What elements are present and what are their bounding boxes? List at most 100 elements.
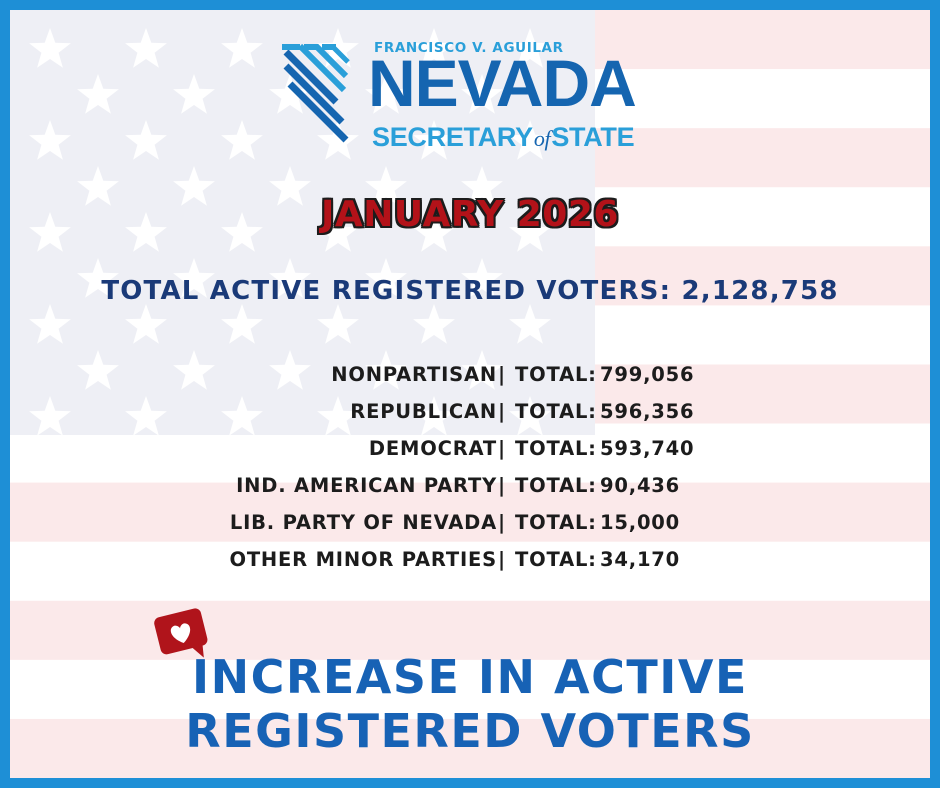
logo-office-secretary: SECRETARY: [372, 122, 533, 152]
flag-star: [413, 120, 455, 160]
flag-star: [269, 350, 311, 390]
flag-star: [77, 258, 119, 298]
party-name: LIB. PARTY OF NEVADA: [229, 511, 497, 534]
party-total-value: 34,170: [600, 548, 681, 571]
party-separator: |: [498, 474, 506, 497]
headline: INCREASE IN ACTIVE REGISTERED VOTERS: [10, 650, 930, 758]
flag-star: [221, 212, 263, 252]
headline-line-2: REGISTERED VOTERS: [185, 704, 755, 758]
party-total-label: TOTAL:: [515, 363, 597, 386]
nevada-state-shape-icon: [282, 44, 350, 143]
flag-star: [461, 166, 503, 206]
party-total-label: TOTAL:: [515, 400, 597, 423]
party-name: IND. AMERICAN PARTY: [236, 474, 497, 497]
flag-star: [509, 212, 551, 252]
party-row-libertarian: LIB. PARTY OF NEVADA | TOTAL: 15,000: [160, 507, 800, 544]
party-total-label: TOTAL:: [515, 548, 597, 571]
flag-star: [125, 304, 167, 344]
flag-star: [413, 212, 455, 252]
flag-star: [365, 166, 407, 206]
flag-star: [509, 396, 551, 436]
flag-star: [125, 212, 167, 252]
flag-star: [509, 120, 551, 160]
party-separator: |: [498, 437, 506, 460]
flag-star: [125, 120, 167, 160]
flag-star: [317, 120, 359, 160]
flag-star: [317, 396, 359, 436]
flag-stripe: [10, 482, 930, 542]
party-name: DEMOCRAT: [368, 437, 497, 460]
logo-official-name: FRANCISCO V. AGUILAR: [374, 40, 564, 56]
flag-star: [29, 396, 71, 436]
flag-stripe: [10, 718, 930, 778]
party-breakdown-list: NONPARTISAN | TOTAL: 799,056 REPUBLICAN …: [160, 359, 800, 581]
flag-star: [317, 28, 359, 68]
total-label: TOTAL ACTIVE REGISTERED VOTERS:: [101, 276, 672, 306]
party-total-label: TOTAL:: [515, 511, 597, 534]
party-separator: |: [498, 511, 506, 534]
flag-star: [173, 166, 215, 206]
flag-star: [317, 304, 359, 344]
party-name: REPUBLICAN: [350, 400, 497, 423]
flag-star: [509, 304, 551, 344]
flag-star: [317, 212, 359, 252]
flag-star: [77, 350, 119, 390]
heart-speech-bubble-icon: [154, 608, 208, 658]
party-total-value: 15,000: [600, 511, 681, 534]
flag-star: [29, 304, 71, 344]
total-value: 2,128,758: [681, 276, 839, 306]
flag-star: [125, 396, 167, 436]
flag-star: [29, 120, 71, 160]
party-separator: |: [498, 548, 506, 571]
party-name: NONPARTISAN: [331, 363, 497, 386]
flag-star: [461, 258, 503, 298]
report-month-title: JANUARY 2026: [321, 194, 619, 235]
party-total-value: 799,056: [600, 363, 695, 386]
flag-star: [221, 396, 263, 436]
party-separator: |: [498, 363, 506, 386]
flag-star: [125, 28, 167, 68]
flag-star: [413, 396, 455, 436]
party-separator: |: [498, 400, 506, 423]
headline-line-1: INCREASE IN ACTIVE: [192, 650, 748, 704]
logo-state-name: NEVADA: [368, 46, 637, 120]
secretary-of-state-logo: FRANCISCO V. AGUILAR NEVADA SECRETARYofS…: [282, 40, 672, 158]
flag-star: [413, 28, 455, 68]
flag-star: [365, 258, 407, 298]
flag-star: [365, 350, 407, 390]
party-row-democrat: DEMOCRAT | TOTAL: 593,740: [160, 433, 800, 470]
flag-star: [221, 304, 263, 344]
flag-star: [77, 74, 119, 114]
total-active-voters: TOTAL ACTIVE REGISTERED VOTERS: 2,128,75…: [10, 276, 930, 306]
party-row-independent-american: IND. AMERICAN PARTY | TOTAL: 90,436: [160, 470, 800, 507]
party-row-other-minor: OTHER MINOR PARTIES | TOTAL: 34,170: [160, 544, 800, 581]
party-total-label: TOTAL:: [515, 474, 597, 497]
logo-office-title: SECRETARYofSTATE: [372, 122, 635, 154]
flag-star: [461, 74, 503, 114]
flag-star: [221, 28, 263, 68]
faded-american-flag-background: [10, 10, 930, 778]
party-total-value: 90,436: [600, 474, 681, 497]
party-total-value: 596,356: [600, 400, 695, 423]
flag-star: [173, 74, 215, 114]
flag-star: [221, 120, 263, 160]
flag-star: [461, 350, 503, 390]
flag-star: [269, 166, 311, 206]
flag-star: [173, 350, 215, 390]
party-name: OTHER MINOR PARTIES: [229, 548, 497, 571]
logo-office-of: of: [533, 126, 551, 151]
graphic-canvas: FRANCISCO V. AGUILAR NEVADA SECRETARYofS…: [10, 10, 930, 778]
flag-star: [269, 258, 311, 298]
party-total-value: 593,740: [600, 437, 695, 460]
party-row-republican: REPUBLICAN | TOTAL: 596,356: [160, 396, 800, 433]
flag-star: [269, 74, 311, 114]
flag-star: [77, 166, 119, 206]
logo-office-state: STATE: [551, 122, 635, 152]
flag-star: [413, 304, 455, 344]
flag-star: [29, 28, 71, 68]
flag-star: [365, 74, 407, 114]
flag-star: [29, 212, 71, 252]
flag-star: [509, 28, 551, 68]
party-row-nonpartisan: NONPARTISAN | TOTAL: 799,056: [160, 359, 800, 396]
